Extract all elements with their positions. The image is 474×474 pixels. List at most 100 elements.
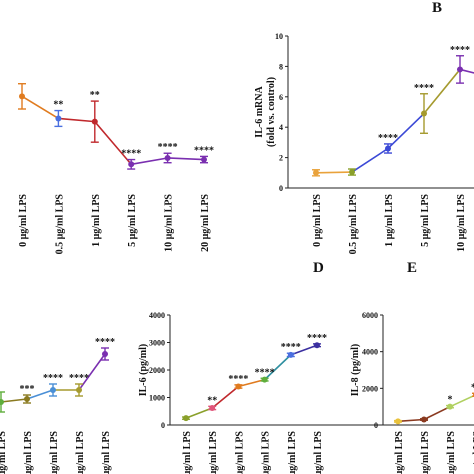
x-tick-label: 20 μg/ml LPS: [313, 431, 324, 474]
data-point: [349, 169, 355, 176]
x-tick-label: 1 μg/ml LPS: [234, 431, 245, 474]
y-tick-label: 2: [279, 154, 283, 163]
x-tick-label: 1 μg/ml LPS: [23, 431, 34, 474]
line-segment: [449, 394, 474, 408]
line-segment: [167, 157, 205, 161]
x-tick-label: 5 μg/ml LPS: [472, 431, 474, 474]
data-point: [24, 396, 30, 402]
data-point: [91, 118, 98, 125]
line-segment: [185, 407, 213, 419]
line-segment: [397, 418, 425, 423]
y-tick-label: 6: [279, 93, 283, 102]
y-tick-label: 4000: [149, 311, 165, 320]
y-tick-label: 3000: [149, 339, 165, 348]
x-tick-label: 20 μg/ml LPS: [200, 194, 211, 252]
y-tick-label: 0: [374, 421, 378, 430]
y-tick-label: 2000: [149, 366, 165, 375]
line-segment: [459, 68, 474, 74]
x-tick-label: 20 μg/ml LPS: [101, 431, 112, 474]
y-tick-label: 8: [279, 62, 283, 71]
x-tick-label: 0.5 μg/ml LPS: [348, 194, 359, 255]
x-tick-label: 10 μg/ml LPS: [287, 431, 298, 474]
x-tick-label: 0.5 μg/ml LPS: [0, 431, 8, 474]
data-point: [421, 110, 427, 117]
y-tick-label: 10: [275, 32, 283, 41]
data-point: [128, 161, 135, 168]
data-point: [313, 169, 319, 176]
data-point: [0, 399, 4, 405]
data-point: [102, 351, 108, 357]
y-tick-label: 4000: [362, 348, 378, 357]
significance: ****: [43, 373, 63, 384]
significance: ****: [121, 149, 141, 160]
line-segment: [58, 117, 95, 123]
y-tick-label: 2000: [362, 384, 378, 393]
line-segment: [351, 147, 389, 173]
x-tick-label: 5 μg/ml LPS: [261, 431, 272, 474]
line-segment: [238, 378, 265, 388]
y-tick-label: 0: [161, 421, 165, 430]
data-point: [385, 145, 391, 152]
data-point: [235, 383, 242, 390]
data-point: [209, 404, 216, 411]
line-segment: [387, 112, 425, 150]
significance: **: [90, 90, 100, 101]
line-segment: [21, 95, 59, 120]
data-point: [421, 416, 427, 423]
line-segment: [290, 344, 318, 356]
data-point: [261, 376, 268, 383]
data-point: [447, 403, 453, 410]
y-axis-title-line: IL-6 mRNA: [254, 86, 265, 138]
line-segment: [315, 171, 353, 174]
y-tick-label: 6000: [362, 311, 378, 320]
x-tick-label: 10 μg/ml LPS: [456, 194, 467, 252]
data-point: [287, 351, 294, 358]
x-tick-label: 1 μg/ml LPS: [384, 194, 395, 247]
significance: ****: [194, 145, 214, 156]
significance: **: [53, 100, 63, 111]
significance: ****: [414, 83, 434, 94]
panel-label: B: [432, 0, 442, 16]
significance: ****: [69, 373, 89, 384]
data-point: [395, 418, 401, 425]
significance: ****: [228, 374, 248, 385]
data-point: [183, 415, 189, 422]
x-tick-label: 5 μg/ml LPS: [420, 194, 431, 247]
line-segment: [94, 121, 132, 165]
y-tick-label: 1000: [149, 394, 165, 403]
significance: ***: [20, 384, 35, 395]
significance: ****: [281, 342, 301, 353]
significance: ****: [450, 45, 470, 56]
significance: ****: [158, 142, 178, 153]
significance: ****: [378, 133, 398, 144]
significance: ****: [307, 333, 327, 344]
x-tick-label: 1 μg/ml LPS: [446, 431, 457, 474]
line-segment: [0, 398, 28, 403]
x-tick-label: 0 μg/ml LPS: [312, 194, 323, 247]
line-segment: [26, 389, 54, 400]
y-axis-title-line: (fold vs. control): [266, 77, 277, 147]
x-tick-label: 10 μg/ml LPS: [164, 194, 175, 252]
data-point: [50, 387, 56, 393]
x-tick-label: 0.5 μg/ml LPS: [208, 431, 219, 474]
panel-label: D: [313, 260, 324, 276]
x-tick-label: 1 μg/ml LPS: [91, 194, 102, 247]
line-segment: [78, 353, 106, 391]
x-tick-label: 0 μg/ml LPS: [182, 431, 193, 474]
significance: **: [207, 395, 217, 406]
significance: ****: [255, 367, 275, 378]
data-point: [76, 387, 82, 393]
data-point: [164, 154, 171, 161]
panel-label: E: [407, 260, 417, 276]
y-axis-title: IL-8 (pg/ml): [350, 344, 361, 397]
x-tick-label: 10 μg/ml LPS: [75, 431, 86, 474]
data-point: [19, 93, 25, 100]
line-segment: [131, 157, 168, 166]
significance: **: [471, 382, 474, 393]
data-point: [314, 342, 320, 349]
y-axis-title: IL-6 (pg/ml): [138, 344, 149, 397]
line-segment: [423, 405, 451, 421]
y-tick-label: 0: [279, 184, 283, 193]
x-tick-label: 0 μg/ml LPS: [18, 194, 29, 247]
